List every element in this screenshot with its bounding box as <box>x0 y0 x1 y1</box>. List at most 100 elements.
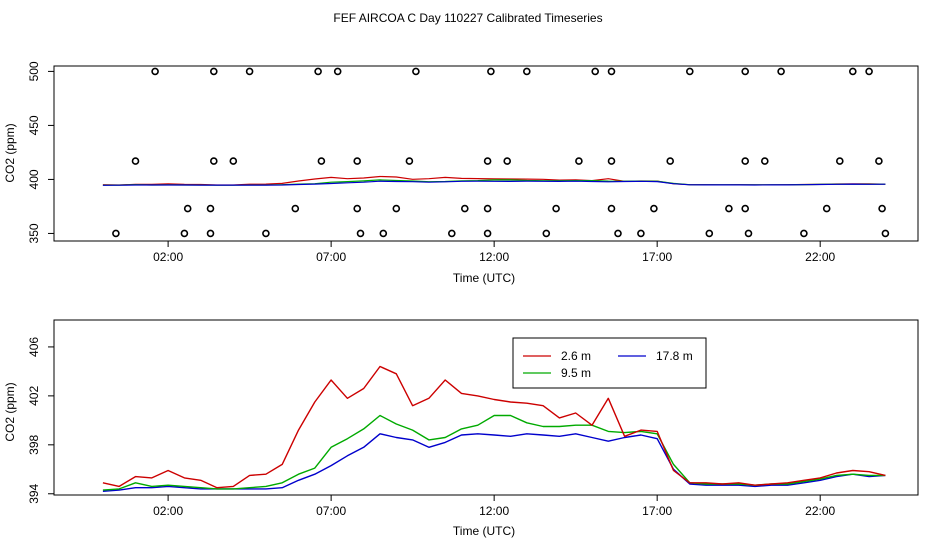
x-tick-label: 07:00 <box>316 504 346 518</box>
open-circle-point <box>777 67 785 76</box>
open-circle-point <box>483 229 492 238</box>
open-circle-point <box>291 204 300 213</box>
bottom-y-axis-title: CO2 (ppm) <box>3 382 17 441</box>
open-circle-point <box>607 157 616 165</box>
open-circle-point <box>865 67 873 76</box>
open-circle-point <box>607 67 616 76</box>
top-open-circles <box>112 67 890 238</box>
open-circle-point <box>405 157 414 165</box>
open-circle-point <box>447 229 456 238</box>
open-circle-point <box>353 157 362 165</box>
y-tick-label: 406 <box>27 337 41 357</box>
open-circle-point <box>356 229 365 238</box>
top-series-lines <box>102 175 886 186</box>
top-plot-frame <box>53 65 919 242</box>
open-circle-point <box>741 67 750 76</box>
bottom-x-axis-title: Time (UTC) <box>453 524 515 538</box>
open-circle-point <box>262 229 270 238</box>
open-circle-point <box>552 204 560 213</box>
x-tick-label: 17:00 <box>642 250 672 264</box>
legend-label-2-6m: 2.6 m <box>561 349 591 363</box>
open-circle-point <box>650 204 658 213</box>
open-circle-point <box>210 157 218 165</box>
open-circle-point <box>460 204 469 213</box>
open-circle-point <box>744 229 753 238</box>
open-circle-point <box>333 67 342 76</box>
y-tick-label: 400 <box>27 169 41 189</box>
open-circle-point <box>614 229 622 238</box>
y-tick-label: 398 <box>27 434 41 454</box>
legend-label-9-5m: 9.5 m <box>561 366 591 380</box>
open-circle-point <box>848 67 857 76</box>
open-circle-point <box>760 157 769 165</box>
y-tick-label: 500 <box>27 61 41 81</box>
open-circle-point <box>483 204 492 213</box>
open-circle-point <box>245 67 254 76</box>
series-line-2-6-m <box>102 365 886 489</box>
open-circle-point <box>575 157 583 165</box>
open-circle-point <box>875 157 883 165</box>
open-circle-point <box>741 157 750 165</box>
open-circle-point <box>412 67 420 76</box>
x-tick-label: 22:00 <box>805 504 835 518</box>
open-circle-point <box>317 157 326 165</box>
open-circle-point <box>637 229 645 238</box>
bottom-x-axis: 02:00 07:00 12:00 17:00 22:00 <box>153 495 836 518</box>
open-circle-point <box>725 204 733 213</box>
open-circle-point <box>229 157 238 165</box>
legend: 2.6 m 17.8 m 9.5 m <box>512 337 707 389</box>
open-circle-point <box>206 204 215 213</box>
bottom-y-axis: 394 398 402 406 <box>27 337 54 504</box>
open-circle-point <box>685 67 694 76</box>
x-tick-label: 12:00 <box>479 250 509 264</box>
top-series-line <box>102 180 886 186</box>
open-circle-point <box>522 67 531 76</box>
legend-box <box>512 337 707 389</box>
bottom-plot-frame <box>53 319 919 496</box>
open-circle-point <box>379 229 388 238</box>
open-circle-point <box>131 157 140 165</box>
open-circle-point <box>542 229 551 238</box>
x-tick-label: 17:00 <box>642 504 672 518</box>
open-circle-point <box>878 204 886 213</box>
legend-label-17-8m: 17.8 m <box>656 349 693 363</box>
bottom-panel: 02:00 07:00 12:00 17:00 22:00 394 398 402 406 T… <box>3 319 919 538</box>
open-circle-point <box>353 204 362 213</box>
open-circle-point <box>881 229 890 238</box>
open-circle-point <box>800 229 808 238</box>
open-circle-point <box>591 67 600 76</box>
x-tick-label: 02:00 <box>153 250 183 264</box>
open-circle-point <box>705 229 714 238</box>
top-panel: 02:00 07:00 12:00 17:00 22:00 350 400 450 500 T… <box>3 61 919 285</box>
top-y-axis-title: CO2 (ppm) <box>3 123 17 182</box>
top-x-axis-title: Time (UTC) <box>453 271 515 285</box>
open-circle-point <box>483 157 492 165</box>
open-circle-point <box>487 67 495 76</box>
series-line-17-8-m <box>102 433 886 492</box>
open-circle-point <box>835 157 844 165</box>
open-circle-point <box>314 67 322 76</box>
bottom-series-lines <box>102 365 886 492</box>
open-circle-point <box>183 204 192 213</box>
x-tick-label: 02:00 <box>153 504 183 518</box>
open-circle-point <box>206 229 215 238</box>
open-circle-point <box>180 229 189 238</box>
open-circle-point <box>822 204 831 213</box>
x-tick-label: 07:00 <box>316 250 346 264</box>
open-circle-point <box>210 67 218 76</box>
chart-title: FEF AIRCOA C Day 110227 Calibrated Times… <box>333 11 602 25</box>
open-circle-point <box>607 204 616 213</box>
y-tick-label: 394 <box>27 483 41 503</box>
x-tick-label: 12:00 <box>479 504 509 518</box>
top-y-axis: 350 400 450 500 <box>27 61 54 243</box>
open-circle-point <box>503 157 512 165</box>
open-circle-point <box>666 157 675 165</box>
x-tick-label: 22:00 <box>805 250 835 264</box>
open-circle-point <box>741 204 750 213</box>
open-circle-point <box>392 204 401 213</box>
y-tick-label: 450 <box>27 115 41 135</box>
top-x-axis: 02:00 07:00 12:00 17:00 22:00 <box>153 241 836 264</box>
open-circle-point <box>112 229 120 238</box>
y-tick-label: 350 <box>27 223 41 243</box>
